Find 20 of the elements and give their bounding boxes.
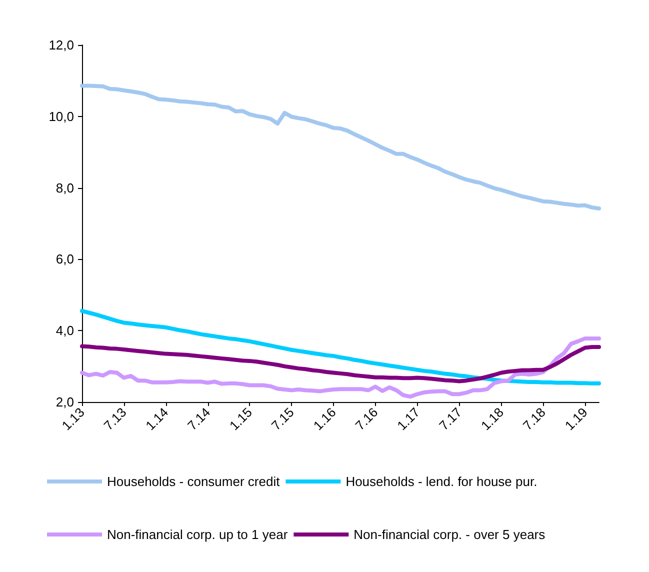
line-series	[80, 344, 601, 384]
legend-label: Non-financial corp. - over 5 years	[354, 527, 546, 542]
y-tick-label: 8,0	[56, 180, 74, 196]
y-tick-label: 2,0	[56, 394, 74, 410]
line-series	[80, 336, 601, 399]
y-tick-label: 10,0	[48, 108, 74, 124]
x-tick-label: 7.14	[184, 404, 214, 434]
y-tick-label: 6,0	[56, 252, 74, 267]
x-tick-label: 1.19	[562, 404, 590, 434]
line-series	[80, 84, 601, 211]
x-tick-label: 7.15	[268, 404, 297, 434]
legend-label: Households - consumer credit	[107, 474, 280, 489]
y-tick-label: 4,0	[56, 323, 74, 338]
x-tick-label: 7.16	[352, 404, 381, 434]
x-tick-label: 7.13	[100, 404, 130, 434]
x-tick-label: 7.18	[520, 404, 548, 434]
legend-label: Non-financial corp. up to 1 year	[107, 527, 288, 542]
legend-label: Households - lend. for house pur.	[346, 474, 538, 489]
line-series	[80, 308, 601, 386]
y-tick-label: 12,0	[48, 38, 74, 52]
